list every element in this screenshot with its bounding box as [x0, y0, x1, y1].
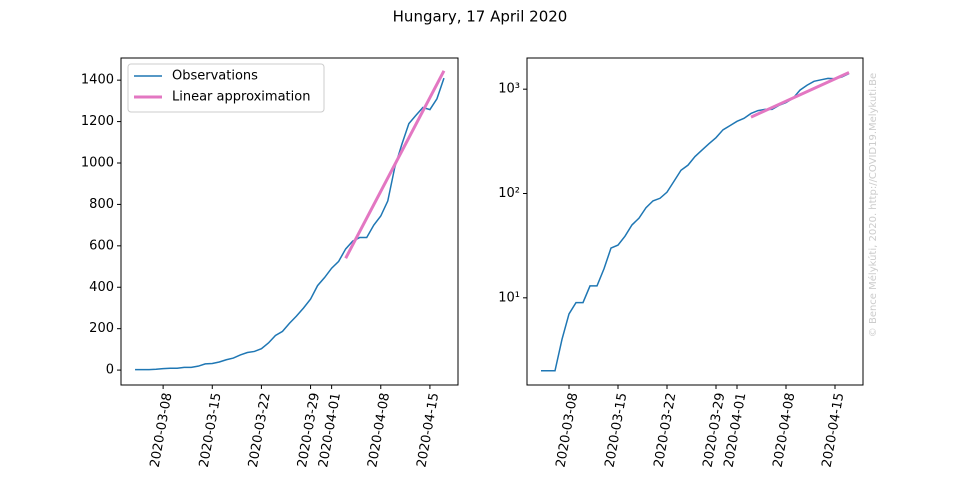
axes-frame: [120, 57, 459, 386]
y-tick-label: 1200: [81, 114, 114, 129]
series-line: [344, 70, 446, 259]
legend-label: Linear approximation: [172, 90, 310, 105]
x-tick-label: 2020-03-15: [602, 392, 630, 469]
y-tick-label: 10²: [498, 186, 520, 201]
plot-area: 0 200 400 600 800 1000 1200 1400 2020-03-08 2020-…: [81, 57, 459, 469]
legend: Observations Linear approximation: [127, 63, 325, 113]
x-tick-label: 2020-03-15: [197, 392, 225, 469]
watermark: © Bence Mélykúti, 2020. http://COVID19.M…: [867, 73, 879, 337]
axes-frame: [526, 57, 864, 386]
y-tick-label: 200: [89, 321, 114, 336]
x-tick-label: 2020-04-08: [365, 392, 393, 469]
y-tick-label: 400: [89, 280, 114, 295]
x-tick-label: 2020-04-15: [819, 392, 847, 469]
legend-box: [127, 63, 325, 113]
series-line: [750, 71, 850, 119]
x-tick-label: 2020-03-22: [651, 392, 679, 469]
x-tick-label: 2020-03-08: [553, 392, 581, 469]
x-tick-label: 2020-04-08: [770, 392, 798, 469]
x-tick-label: 2020-03-08: [148, 392, 176, 469]
y-tick-label: 1400: [81, 73, 114, 88]
y-tick-label: 1000: [81, 155, 114, 170]
y-tick-label: 800: [89, 197, 114, 212]
series-line: [541, 72, 850, 372]
legend-label: Observations: [172, 69, 258, 84]
y-tick-label: 10¹: [498, 290, 520, 305]
series-line: [135, 77, 445, 371]
x-tick-label: 2020-03-22: [246, 392, 274, 469]
plot-area: 10¹ 10² 10³ 2020-03-08 2020-03-15 2020-03-22 2…: [498, 57, 864, 469]
y-tick-label: 10³: [498, 82, 520, 97]
figure-title: Hungary, 17 April 2020: [393, 8, 568, 26]
y-tick-label: 600: [89, 238, 114, 253]
y-tick-label: 0: [106, 363, 114, 378]
x-tick-label: 2020-04-15: [414, 392, 442, 469]
